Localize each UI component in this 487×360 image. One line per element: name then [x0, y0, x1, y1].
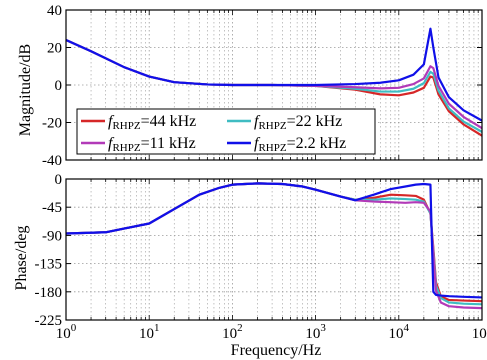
phase-series-line — [65, 182, 483, 299]
y-tick-label: -135 — [35, 257, 63, 273]
legend-label: fRHPZ=22 kHz — [254, 113, 342, 132]
y-tick-label: -225 — [35, 313, 63, 329]
y-tick-label: 0 — [55, 172, 63, 188]
x-tick-label: 101 — [139, 322, 160, 342]
x-axis-label: Frequency/Hz — [231, 342, 322, 359]
mag-series-line — [65, 27, 483, 122]
x-tick-label: 105 — [472, 322, 487, 342]
legend-box — [76, 108, 376, 155]
x-tick-label: 102 — [222, 322, 243, 342]
phase-series-line — [65, 182, 483, 310]
legend: fRHPZ=44 kHz fRHPZ=22 kHz fRHPZ=11 kHz fRHP… — [76, 108, 376, 155]
legend-label: fRHPZ=44 kHz — [108, 113, 196, 132]
y-tick-label: -40 — [42, 153, 62, 169]
y-tick-label: 0 — [55, 78, 63, 94]
y-tick-label: -90 — [42, 228, 62, 244]
x-tick-label: 104 — [389, 322, 410, 342]
legend-label: fRHPZ=11 kHz — [108, 135, 196, 154]
plot-frame — [65, 178, 483, 321]
phase-y-axis-label: Phase/deg — [13, 226, 30, 291]
y-tick-label: 20 — [47, 41, 62, 57]
y-tick-label: 40 — [47, 3, 62, 19]
y-tick-label: -45 — [42, 200, 62, 216]
phase-panel: -225 -180 -135 -90 -45 0 100 101 102 103 104 105 — [35, 172, 487, 342]
x-tick-label: 100 — [56, 322, 77, 342]
magnitude-y-axis-label: Magnitude/dB — [17, 44, 34, 136]
y-tick-label: -20 — [42, 116, 62, 132]
y-tick-label: -180 — [35, 285, 63, 301]
legend-label: fRHPZ=2.2 kHz — [254, 135, 346, 154]
x-tick-label: 103 — [305, 322, 326, 342]
